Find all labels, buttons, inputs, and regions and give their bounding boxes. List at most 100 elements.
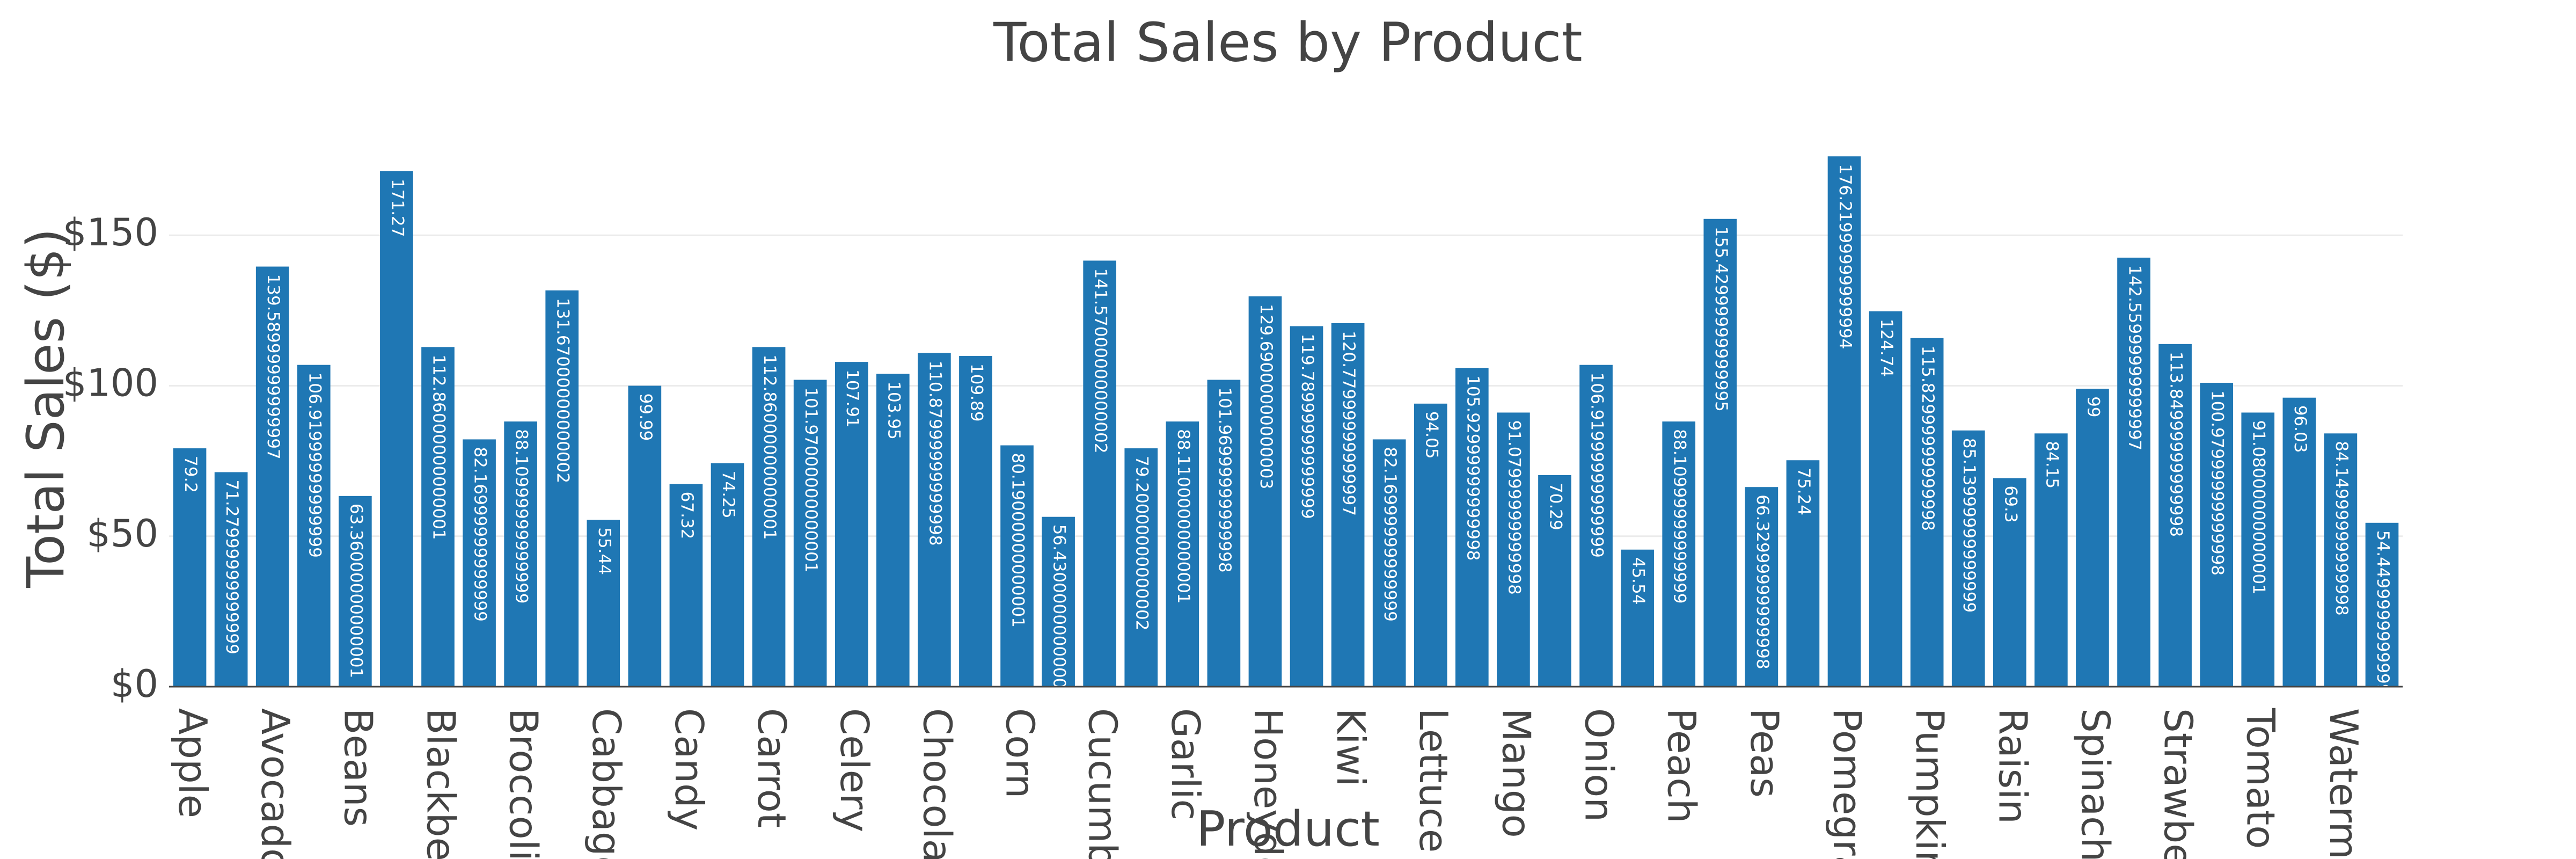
value-label: 120.77999999999997 — [1339, 331, 1358, 516]
x-tick-label: Apple — [170, 708, 215, 818]
x-tick-label: Honeydew — [1246, 708, 1291, 859]
bar — [1869, 311, 1902, 687]
bar — [918, 353, 951, 687]
value-label: 129.69000000000003 — [1256, 304, 1276, 489]
value-label: 63.36000000000001 — [346, 504, 365, 678]
value-label: 139.58999999999997 — [264, 274, 283, 460]
bar — [421, 347, 455, 687]
bar — [711, 463, 744, 687]
value-label: 131.67000000000002 — [553, 298, 573, 483]
bar — [1331, 323, 1365, 687]
x-tick-label: Watermelon — [2321, 708, 2366, 859]
x-tick-label: Cucumber — [1080, 708, 1125, 859]
value-label: 142.55999999999997 — [2125, 265, 2145, 450]
value-label: 119.78999999999999 — [1298, 334, 1317, 519]
bar — [2076, 389, 2109, 687]
bar — [1827, 156, 1861, 687]
bar — [2365, 522, 2399, 687]
x-tick-label: Kiwi — [1328, 708, 1373, 787]
value-label: 113.84999999999998 — [2167, 352, 2186, 537]
x-tick-label: Peas — [1742, 708, 1787, 798]
value-label: 80.19000000000001 — [1008, 453, 1028, 628]
x-tick-label: Avocado — [253, 708, 298, 859]
value-label: 66.32999999999998 — [1753, 494, 1772, 669]
value-label: 88.11000000000001 — [1174, 429, 1193, 603]
bar — [2324, 433, 2358, 687]
bar — [1538, 475, 1571, 687]
value-label: 101.96999999999998 — [1215, 387, 1234, 572]
bar — [1497, 412, 1530, 687]
bar — [1910, 338, 1944, 687]
value-label: 69.3 — [2001, 486, 2020, 523]
bar — [1000, 445, 1034, 687]
bar — [1455, 368, 1489, 687]
x-tick-label: Onion — [1577, 708, 1622, 822]
x-tick-label: Pomegranate — [1825, 708, 1870, 859]
value-label: 124.74 — [1877, 319, 1896, 377]
value-label: 101.97000000000001 — [801, 387, 821, 572]
x-axis-title: Product — [1196, 801, 1380, 857]
value-label: 56.43000000000001 — [1050, 525, 1069, 699]
value-label: 109.89 — [967, 363, 986, 421]
x-tick-label: Cabbage — [584, 708, 629, 859]
bar — [959, 356, 992, 687]
value-label: 75.24 — [1794, 468, 1813, 515]
value-label: 85.13999999999999 — [1959, 438, 1979, 613]
bar — [545, 290, 579, 687]
bar — [1248, 296, 1282, 687]
bar — [1042, 516, 1075, 687]
value-label: 99 — [2083, 396, 2103, 417]
value-label: 141.57000000000002 — [1091, 268, 1110, 453]
bar — [1621, 549, 1654, 687]
value-label: 55.44 — [595, 527, 614, 575]
bar — [1745, 487, 1779, 687]
y-tick-label: $150 — [63, 210, 158, 254]
bar — [1786, 460, 1820, 687]
bar — [1083, 260, 1116, 687]
x-tick-label: Mango — [1494, 708, 1539, 838]
value-label: 91.08000000000001 — [2249, 420, 2268, 594]
value-label: 94.05 — [1422, 411, 1441, 459]
x-tick-label: Corn — [997, 708, 1042, 798]
x-tick-label: Peach — [1659, 708, 1704, 824]
value-label: 79.2 — [181, 456, 200, 493]
x-tick-label: Tomato — [2238, 708, 2284, 849]
value-label: 105.92999999999998 — [1463, 375, 1482, 560]
bar — [1414, 403, 1447, 687]
value-label: 71.27999999999999 — [222, 479, 241, 654]
bar — [504, 421, 537, 687]
bar — [214, 472, 248, 687]
value-label: 82.16999999999999 — [471, 447, 490, 621]
bar — [380, 171, 413, 687]
value-label: 82.16999999999999 — [1380, 447, 1400, 621]
value-label: 88.10999999999999 — [1670, 429, 1689, 603]
bar — [587, 520, 620, 687]
x-tick-label: Celery — [832, 708, 877, 832]
bar — [1951, 430, 1985, 687]
bar — [752, 347, 786, 687]
y-tick-label: $50 — [86, 512, 158, 556]
x-tick-label: Blackberry — [418, 708, 463, 859]
value-label: 79.20000000000002 — [1132, 456, 1152, 630]
value-label: 112.86000000000001 — [760, 354, 779, 540]
value-label: 88.10999999999999 — [512, 429, 531, 603]
value-label: 45.54 — [1629, 557, 1648, 605]
x-tick-label: Lettuce — [1411, 708, 1456, 853]
x-tick-label: Candy — [667, 708, 712, 831]
chart-title: Total Sales by Product — [993, 11, 1582, 74]
x-tick-label: Beans — [335, 708, 380, 827]
y-tick-label: $100 — [63, 361, 158, 405]
value-label: 100.97999999999998 — [2208, 390, 2227, 576]
value-label: 67.32 — [677, 492, 697, 540]
value-label: 155.42999999999995 — [1711, 227, 1731, 412]
bar — [297, 365, 331, 687]
bar — [2117, 257, 2150, 687]
bar — [793, 380, 827, 687]
bar — [339, 496, 372, 687]
value-label: 103.95 — [884, 381, 903, 439]
x-tick-label: Strawberry — [2156, 708, 2201, 859]
bar — [1372, 439, 1406, 687]
value-label: 112.86000000000001 — [429, 354, 448, 540]
value-label: 84.15 — [2042, 441, 2061, 489]
x-tick-label: Spinach — [2073, 708, 2118, 859]
